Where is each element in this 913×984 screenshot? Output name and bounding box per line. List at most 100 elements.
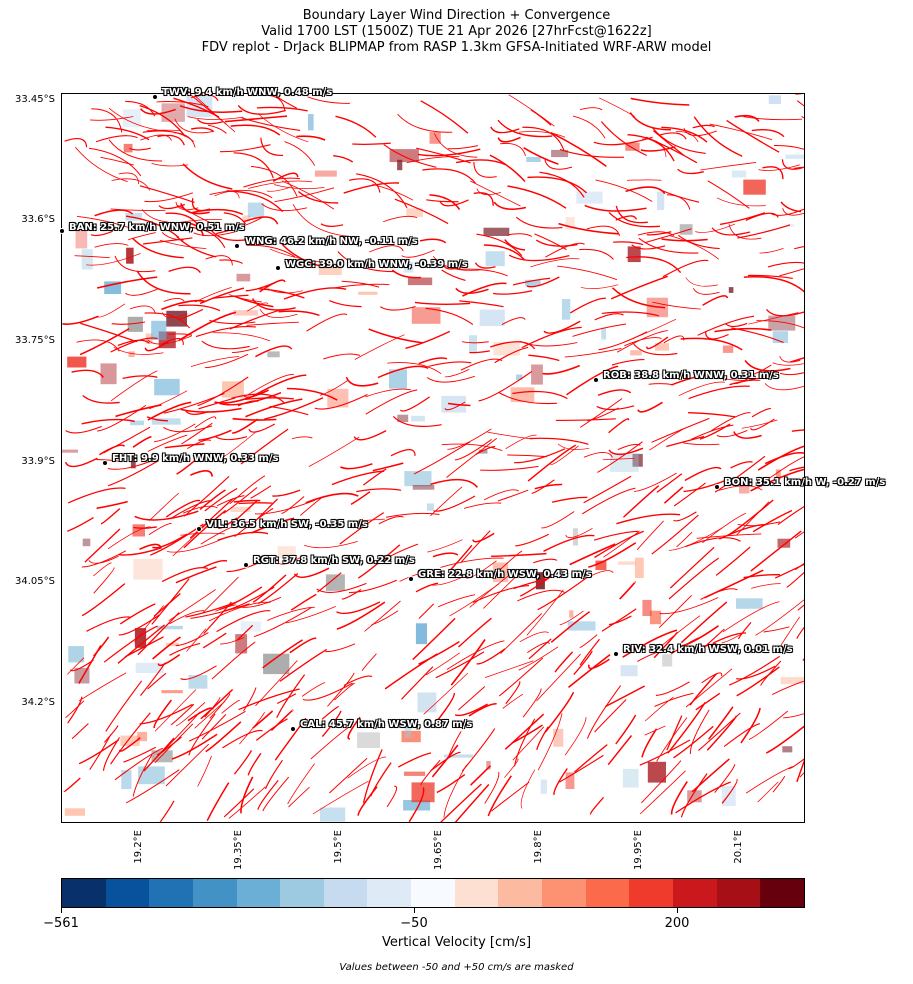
wind-streamline	[157, 134, 185, 146]
wind-streamline	[728, 224, 762, 240]
wind-streamline	[156, 736, 182, 756]
wind-streamline	[110, 712, 151, 765]
velocity-patch	[553, 728, 564, 747]
wind-streamline	[216, 610, 271, 633]
wind-streamline	[666, 435, 705, 448]
wind-streamline	[412, 617, 456, 661]
velocity-patch	[82, 538, 91, 547]
velocity-patch	[642, 599, 652, 616]
velocity-patch	[404, 726, 412, 738]
velocity-patch	[233, 310, 258, 316]
wind-streamline	[350, 491, 371, 506]
wind-streamline	[74, 255, 110, 259]
velocity-patch	[222, 381, 244, 398]
velocity-patch	[565, 217, 575, 230]
wind-streamline	[208, 124, 227, 134]
colorbar-swatch	[323, 879, 368, 907]
wind-streamline	[297, 190, 339, 204]
wind-streamline	[487, 431, 533, 440]
wind-streamline	[737, 622, 752, 640]
wind-streamline	[648, 383, 674, 386]
wind-streamline	[253, 607, 312, 638]
wind-streamline	[794, 531, 804, 539]
velocity-patch	[632, 453, 643, 467]
wind-streamline	[93, 567, 115, 594]
wind-streamline	[176, 204, 221, 229]
wind-streamline	[144, 312, 191, 329]
wind-streamline	[597, 441, 643, 473]
wind-streamline	[139, 185, 195, 203]
wind-streamline	[188, 710, 246, 742]
velocity-patch	[230, 506, 251, 512]
wind-streamline	[530, 109, 552, 126]
wind-streamline	[666, 715, 683, 751]
wind-streamline	[193, 231, 236, 237]
wind-streamline	[195, 325, 256, 338]
wind-streamline	[616, 330, 668, 353]
wind-streamline	[169, 610, 205, 625]
wind-streamline	[728, 655, 780, 686]
title-line-2: Valid 1700 LST (1500Z) TUE 21 Apr 2026 […	[261, 24, 652, 39]
wind-streamline	[423, 672, 469, 715]
wind-streamline	[183, 475, 230, 517]
wind-streamline	[273, 184, 325, 189]
wind-streamline	[678, 381, 726, 397]
wind-streamline	[108, 139, 163, 162]
wind-streamline	[240, 428, 289, 465]
velocity-patch	[130, 420, 144, 426]
wind-streamline	[161, 299, 206, 311]
wind-streamline	[361, 653, 377, 672]
wind-streamline	[526, 589, 564, 636]
wind-streamline	[148, 522, 172, 536]
wind-streamline	[93, 636, 110, 657]
wind-streamline	[457, 686, 486, 711]
wind-streamline	[583, 475, 632, 504]
wind-streamline	[74, 146, 128, 183]
wind-streamline	[755, 599, 804, 636]
wind-streamline	[631, 341, 678, 356]
wind-streamline	[392, 415, 442, 427]
wind-streamline	[430, 486, 463, 517]
wind-streamline	[644, 696, 674, 722]
wind-streamline	[533, 558, 558, 564]
wind-streamline	[96, 276, 158, 289]
wind-streamline	[259, 309, 298, 319]
wind-streamline	[443, 764, 467, 818]
wind-streamline	[198, 429, 232, 442]
wind-streamline	[459, 268, 508, 277]
wind-streamline	[202, 632, 227, 649]
wind-streamline	[255, 660, 298, 707]
wind-streamline	[794, 246, 804, 250]
wind-streamline	[200, 521, 250, 545]
wind-streamline	[353, 429, 387, 441]
wind-streamline	[237, 400, 259, 407]
station-label-cal: CAL: 45.7 km/h WSW, 0.87 m/s	[300, 719, 473, 730]
wind-streamline	[444, 369, 470, 378]
wind-streamline	[765, 725, 804, 754]
wind-streamline	[180, 407, 242, 413]
wind-streamline	[302, 682, 353, 701]
y-axis-label-2: 33.6°S	[21, 214, 55, 225]
wind-streamline	[659, 597, 719, 615]
wind-streamline	[710, 412, 751, 432]
wind-streamline	[447, 402, 471, 407]
station-dot-wng	[234, 243, 240, 249]
wind-streamline	[160, 219, 222, 227]
wind-streamline	[146, 416, 168, 422]
velocity-patch	[154, 378, 180, 396]
velocity-patch	[166, 310, 187, 327]
wind-streamline	[566, 365, 619, 396]
wind-streamline	[802, 658, 804, 661]
wind-streamline	[180, 532, 225, 536]
velocity-patch	[728, 287, 734, 293]
wind-streamline	[364, 600, 401, 632]
wind-streamline	[608, 615, 632, 626]
wind-streamline	[454, 784, 490, 822]
wind-streamline	[343, 675, 373, 687]
wind-streamline	[204, 353, 249, 369]
wind-streamline	[637, 401, 663, 413]
wind-streamline	[719, 212, 766, 226]
wind-streamline	[118, 614, 160, 636]
station-dot-bon	[714, 484, 720, 490]
wind-streamline	[111, 178, 151, 191]
